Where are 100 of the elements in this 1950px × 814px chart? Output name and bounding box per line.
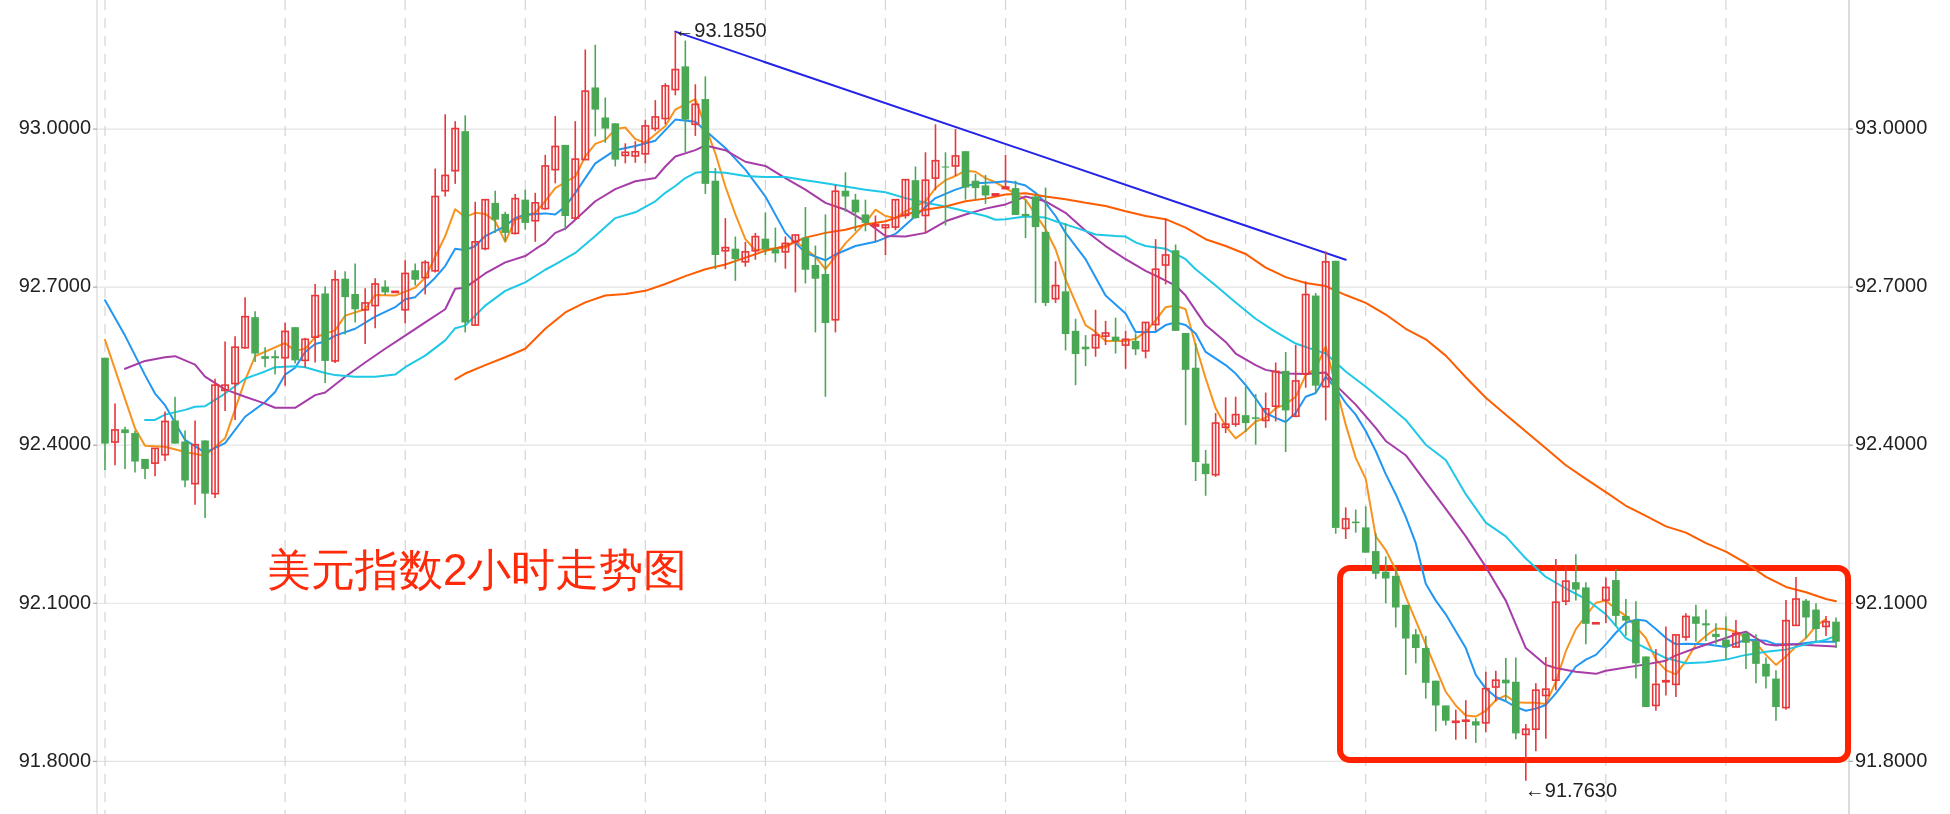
candlestick (791, 233, 800, 294)
candlestick (1091, 308, 1100, 358)
candlestick (721, 217, 730, 271)
y2-tick-label: 92.7000 (1855, 274, 1928, 297)
candlestick (1261, 391, 1270, 429)
candlestick (581, 48, 590, 161)
annotation: ←91.7630 (1524, 779, 1618, 802)
candlestick (1561, 565, 1570, 607)
candlestick (741, 241, 750, 268)
candlestick (1291, 344, 1300, 419)
candlestick (751, 232, 760, 261)
candlestick (1671, 634, 1680, 698)
candlestick (531, 192, 540, 243)
candlestick (241, 296, 250, 350)
candlestick (151, 447, 160, 478)
candlestick (1141, 321, 1150, 360)
candlestick (1601, 576, 1610, 625)
candlestick (1071, 317, 1080, 386)
candlestick (891, 198, 900, 232)
candlestick (551, 115, 560, 185)
candlestick (501, 211, 510, 243)
y2-tick-label: 92.1000 (1855, 590, 1928, 613)
candlestick (1802, 598, 1810, 639)
candlestick (431, 167, 440, 274)
candlestick (1451, 708, 1460, 741)
candlestick (931, 123, 940, 191)
candlestick (981, 174, 990, 205)
y-tick-label: 91.8000 (18, 748, 91, 771)
candlestick (571, 120, 580, 221)
candlestick (1301, 280, 1310, 389)
candlestick (1622, 598, 1630, 637)
candlestick (1461, 699, 1470, 740)
candlestick (1521, 723, 1530, 782)
candlestick (1661, 625, 1670, 697)
candlestick (1551, 558, 1560, 691)
candlestick (951, 128, 960, 177)
y2-tick-label: 91.8000 (1855, 748, 1928, 771)
candlestick (451, 120, 460, 185)
candlestick (161, 410, 170, 462)
candlestick (1161, 217, 1170, 286)
candlestick (1121, 330, 1130, 370)
candlestick (481, 198, 490, 252)
candlestick (631, 140, 640, 164)
candlestick (1411, 628, 1420, 665)
candlestick (441, 113, 450, 198)
candlestick (1651, 648, 1660, 712)
candlestick (351, 262, 359, 324)
candlestick (341, 270, 349, 336)
candlestick (231, 335, 240, 421)
candlestick (221, 340, 230, 412)
y-tick-label: 93.0000 (18, 116, 91, 139)
candlestick (1762, 656, 1770, 690)
candlestick (1491, 669, 1500, 703)
candlestick (111, 402, 120, 467)
candlestick (671, 30, 680, 97)
candlestick (1341, 506, 1350, 540)
candlestick (1241, 385, 1250, 433)
y-tick-label: 92.4000 (18, 432, 91, 455)
candlestick (861, 198, 870, 233)
candlestick (601, 96, 610, 144)
candlestick (1321, 250, 1330, 422)
candlestick (1681, 612, 1690, 642)
candlestick (691, 83, 700, 137)
candlestick (191, 419, 200, 506)
candlestick (881, 224, 890, 256)
y2-tick-label: 92.4000 (1855, 432, 1928, 455)
candlestick (1481, 670, 1490, 734)
candlestick (541, 154, 550, 211)
candlestick (1231, 395, 1240, 428)
candlestick (121, 425, 129, 470)
candlestick (511, 193, 520, 236)
candlestick (1051, 260, 1060, 304)
candlestick (491, 189, 500, 234)
candlestick (1541, 656, 1550, 740)
candlestick (781, 235, 790, 270)
candlestick (661, 82, 670, 126)
candlestick (591, 43, 600, 138)
candlestick (811, 244, 820, 334)
candlestick (1572, 553, 1580, 602)
candlestick (921, 151, 930, 234)
candlestick (1251, 393, 1260, 446)
candlestick (361, 287, 370, 345)
candlestick (1211, 412, 1220, 478)
candlestick (411, 262, 419, 287)
candlestick (941, 151, 950, 227)
candlestick (1441, 704, 1450, 727)
candlestick (1832, 616, 1840, 649)
candlestick (371, 277, 380, 330)
candlestick (281, 321, 290, 387)
candlestick (421, 259, 430, 296)
candlestick (1371, 532, 1380, 580)
candlestick (311, 283, 320, 364)
candlestick (841, 171, 850, 213)
candlestick (331, 269, 340, 364)
candlestick (261, 346, 269, 369)
candlestick (831, 184, 840, 334)
candlestick (1781, 599, 1790, 711)
candlestick (271, 349, 279, 376)
candlestick (1702, 608, 1710, 642)
candlestick (301, 336, 310, 369)
